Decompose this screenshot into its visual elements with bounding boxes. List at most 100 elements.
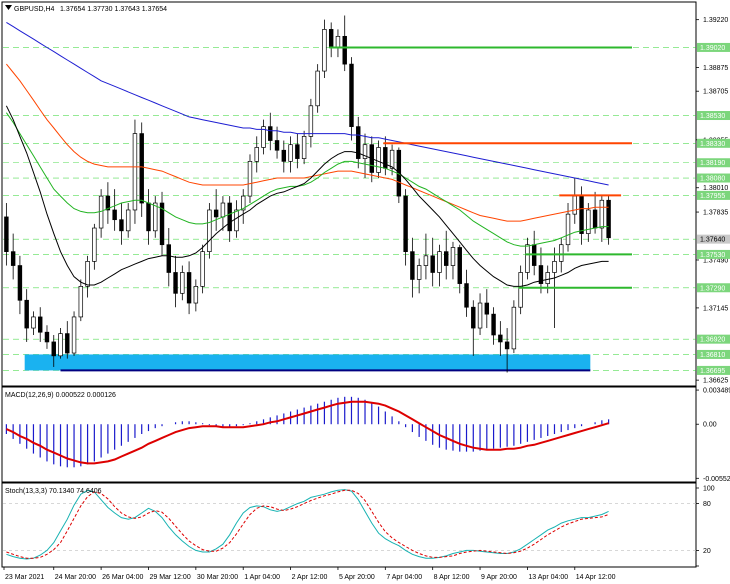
time-tick-label: 13 Apr 04:00 xyxy=(528,574,568,581)
time-tick-label: 8 Apr 12:00 xyxy=(434,574,470,581)
price-level-tag-label: 1.38080 xyxy=(700,176,725,183)
support-zone-band xyxy=(24,354,591,371)
candle-bear xyxy=(186,272,192,304)
candle-bull xyxy=(241,195,246,211)
candle-bear xyxy=(213,209,219,218)
candle-bear xyxy=(592,209,598,229)
candle-bull xyxy=(565,213,571,246)
candlesticks xyxy=(4,15,611,373)
ma-black-line xyxy=(5,105,609,287)
time-tick-label: 23 Mar 2021 xyxy=(5,574,44,581)
time-tick-label: 29 Mar 12:00 xyxy=(149,574,190,581)
price-level-tag xyxy=(697,349,730,359)
candle-bear xyxy=(410,251,415,280)
candle-bear xyxy=(484,302,490,315)
candle-bull xyxy=(525,244,530,273)
candle-bull xyxy=(376,147,381,173)
candle-bear xyxy=(606,199,611,239)
price-level-tag xyxy=(697,158,730,168)
candle-bear xyxy=(227,202,232,232)
ma-red-line xyxy=(6,63,609,222)
candle-bull xyxy=(322,29,327,72)
candle-bull xyxy=(193,286,199,304)
candle-bull xyxy=(572,195,577,215)
stochastic-indicator: 100 80 20 xyxy=(3,486,715,567)
candle-bear xyxy=(17,265,23,301)
horizontal-levels xyxy=(329,46,632,289)
stoch-panel-frame xyxy=(1,482,697,568)
price-level-tag xyxy=(697,234,730,244)
candle-bull xyxy=(552,261,557,273)
time-axis: 23 Mar 2021 24 Mar 20:00 26 Mar 04:00 29 Ma… xyxy=(3,567,616,581)
candle-bull xyxy=(261,126,266,148)
stoch-tick-label: 20 xyxy=(703,548,711,555)
candle-bull xyxy=(559,244,564,262)
candle-bull xyxy=(247,161,253,197)
candle-bull xyxy=(511,306,517,350)
candle-bull xyxy=(234,209,239,232)
macd-tick-label: -0.005524 xyxy=(703,476,730,483)
time-tick-label: 26 Mar 04:00 xyxy=(102,574,143,581)
price-tick-label: 1.37835 xyxy=(703,210,728,217)
support-zone xyxy=(24,354,591,372)
time-tick-label: 5 Apr 20:00 xyxy=(339,574,375,581)
candle-bear xyxy=(342,35,347,65)
macd-tick-label: 0.003489 xyxy=(703,388,730,395)
price-tick-label: 1.37145 xyxy=(703,305,728,312)
candle-bull xyxy=(389,149,395,169)
candle-bear xyxy=(356,126,361,159)
candle-bull xyxy=(308,105,314,137)
price-level-tag xyxy=(697,190,730,200)
candle-bear xyxy=(4,216,9,252)
candle-bear xyxy=(498,334,503,343)
price-level-tag-label: 1.37955 xyxy=(700,193,725,200)
candle-bull xyxy=(477,302,483,329)
price-tick-label: 1.36625 xyxy=(703,378,728,385)
price-level-tag-label: 1.38530 xyxy=(700,113,725,120)
candle-bear xyxy=(579,195,584,234)
candle-bear xyxy=(146,202,151,232)
candle-bear xyxy=(159,202,165,246)
candle-bear xyxy=(328,29,334,48)
price-level-tag xyxy=(697,365,730,375)
price-tick-label: 1.39220 xyxy=(703,17,728,24)
collapse-arrow-icon[interactable] xyxy=(5,5,12,10)
candle-bear xyxy=(403,195,408,252)
stoch-signal-line xyxy=(6,489,609,559)
price-tick-label: 1.37490 xyxy=(703,257,728,264)
price-level-tag-label: 1.38330 xyxy=(700,141,725,148)
candle-bear xyxy=(444,251,449,266)
candle-bear xyxy=(65,333,70,354)
candle-bear xyxy=(51,341,56,357)
main-panel-frame xyxy=(1,1,697,387)
candle-bear xyxy=(24,299,29,329)
candle-bull xyxy=(207,209,212,252)
macd-panel-frame xyxy=(1,386,697,483)
candle-bull xyxy=(315,70,320,107)
price-level-tag-label: 1.38190 xyxy=(700,160,725,167)
candle-bear xyxy=(139,133,144,204)
candle-bull xyxy=(518,272,523,308)
price-level-tag-label: 1.36695 xyxy=(700,368,725,375)
candle-bull xyxy=(153,202,158,232)
candle-bull xyxy=(423,255,429,266)
candle-bull xyxy=(71,316,77,354)
candle-bear xyxy=(119,219,124,232)
candle-bear xyxy=(268,126,273,141)
candle-bull xyxy=(437,251,442,273)
candle-bull xyxy=(301,136,307,159)
candle-bull xyxy=(335,35,341,48)
price-tick-label: 1.38010 xyxy=(703,185,728,192)
time-tick-label: 7 Apr 04:00 xyxy=(386,574,422,581)
candle-bear xyxy=(538,265,544,284)
candle-bull xyxy=(586,209,591,234)
price-level-tag-label: 1.37530 xyxy=(700,252,725,259)
candle-bear xyxy=(38,316,43,333)
price-level-tag xyxy=(697,138,730,148)
macd-label: MACD(12,26,9) 0.000522 0.000126 xyxy=(5,392,116,399)
candle-bear xyxy=(457,247,462,284)
stoch-tick-label: 100 xyxy=(703,486,715,493)
